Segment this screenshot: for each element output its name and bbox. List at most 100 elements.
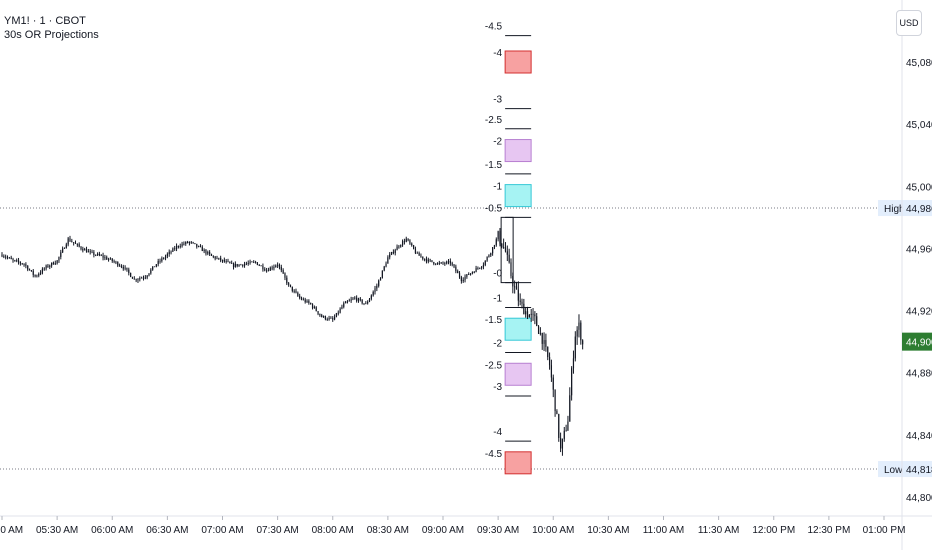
candle-body [473, 272, 475, 273]
time-axis[interactable]: 05:00 AM 05:30 AM 06:00 AM 06:30 AM 07:00 AM… [0, 515, 932, 536]
candle-body [508, 254, 510, 263]
candle-body [52, 262, 55, 265]
price-tick-label: 44,880 [906, 369, 932, 380]
candle-body [120, 266, 123, 267]
candle-body [234, 263, 236, 267]
candle-body [348, 300, 350, 302]
candle-body [440, 262, 442, 264]
symbol-title[interactable]: YM1! · 1 · CBOT [4, 15, 86, 27]
candle-body [571, 368, 573, 396]
candle-body [111, 258, 113, 262]
candle-body [58, 256, 60, 261]
candle-body [400, 245, 402, 247]
candle-body [451, 263, 453, 265]
price-tick-label: 44,840 [906, 431, 932, 442]
candle-body [534, 314, 536, 317]
candle-body [289, 284, 292, 287]
candle-body [488, 255, 490, 258]
projection-level-label: -1 [493, 182, 502, 193]
high-tag-label: High [884, 204, 905, 215]
candle-body [122, 266, 124, 269]
candle-body [65, 244, 67, 249]
price-axis[interactable]: 45,080 45,040 45,000 44,960 44,920 44,880 44,8… [901, 0, 932, 550]
candle-body [552, 377, 554, 390]
candle-body [492, 247, 494, 254]
candle-body [460, 277, 462, 282]
price-tick-label: 44,920 [906, 307, 932, 318]
candle-body [449, 261, 451, 264]
candle-body [313, 307, 315, 309]
candle-body [510, 262, 512, 277]
candle-body [130, 272, 132, 277]
currency-button[interactable]: USD [896, 10, 922, 36]
candle-body [242, 264, 244, 266]
candle-body [444, 263, 446, 265]
candle-body [572, 358, 575, 369]
candle-body [286, 277, 288, 284]
candle-body [192, 242, 194, 243]
candle-body [424, 258, 426, 260]
candle-body [414, 248, 417, 254]
candle-body [82, 248, 84, 251]
candle-body [133, 278, 135, 280]
time-tick-label: 10:30 AM [587, 525, 629, 536]
last-price-label: 44,900 [906, 338, 932, 349]
candle-body [174, 248, 176, 250]
candle-body [80, 246, 82, 249]
candle-body [525, 311, 527, 315]
candle-body [567, 421, 569, 431]
candle-body [236, 263, 238, 267]
candle-body [493, 245, 496, 248]
candle-body [260, 265, 262, 267]
time-tick-label: 08:00 AM [312, 525, 354, 536]
candle-body [455, 266, 457, 272]
candle-body [155, 264, 157, 267]
candle-body [124, 267, 126, 269]
candle-body [203, 249, 205, 252]
candle-body [560, 437, 562, 449]
candle-body [389, 254, 391, 258]
candle-body [304, 299, 306, 303]
candle-body [273, 266, 275, 269]
candle-body [330, 317, 332, 319]
candle-body [1, 254, 3, 257]
price-tick-label: 45,040 [906, 120, 932, 131]
time-tick-label: 09:30 AM [477, 525, 519, 536]
time-tick-label: 05:00 AM [0, 525, 23, 536]
candle-body [102, 255, 104, 258]
candle-body [457, 271, 459, 274]
candle-body [291, 286, 293, 291]
candle-body [253, 261, 255, 263]
candle-body [47, 265, 49, 267]
candle-body [225, 261, 227, 262]
candle-body [545, 340, 547, 347]
projection-level-label: -1.5 [485, 315, 503, 326]
candle-body [392, 252, 394, 254]
candle-body [288, 283, 290, 285]
candle-body [240, 264, 242, 266]
last-price-badge [902, 332, 932, 351]
candle-body [278, 264, 281, 267]
candle-body [556, 411, 558, 415]
indicator-title[interactable]: 30s OR Projections [4, 29, 99, 41]
candle-body [299, 295, 301, 299]
candle-body [231, 263, 233, 265]
candle-body [447, 261, 450, 262]
candle-body [398, 246, 400, 248]
candle-body [78, 244, 80, 247]
candle-body [576, 329, 578, 337]
candle-body [293, 290, 295, 292]
candle-body [578, 322, 580, 330]
candle-body [458, 273, 461, 278]
candle-body [19, 262, 21, 264]
candle-body [499, 231, 501, 244]
candle-body [146, 275, 148, 278]
candle-body [403, 241, 406, 243]
candle-body [137, 279, 139, 281]
candle-body [435, 263, 437, 265]
candle-body [361, 299, 363, 304]
candle-body [352, 298, 354, 300]
candle-body [337, 312, 339, 314]
